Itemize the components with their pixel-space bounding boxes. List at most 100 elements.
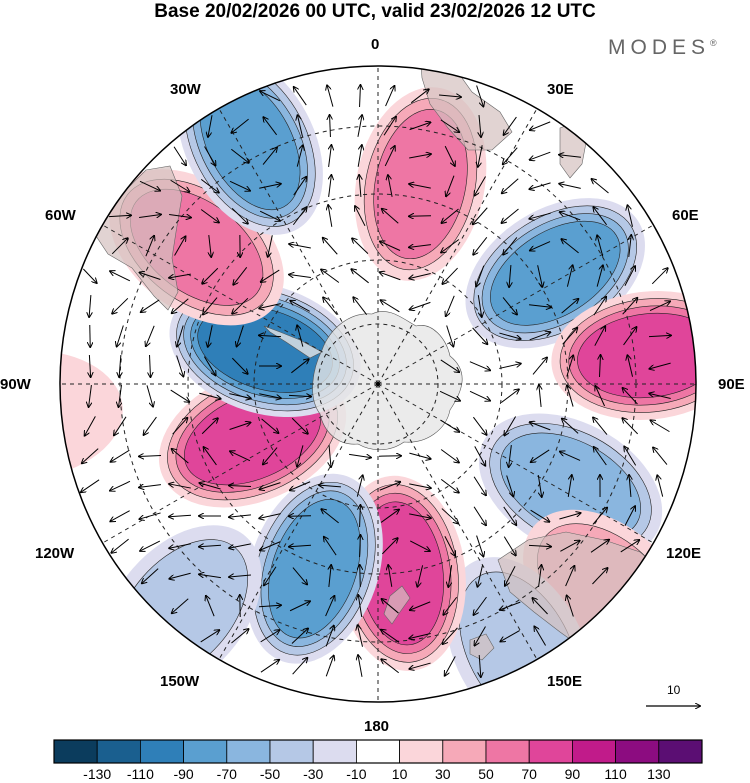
wind-arrow xyxy=(446,175,455,197)
wind-arrow xyxy=(199,392,220,399)
meridian-line xyxy=(377,108,538,385)
wind-arrow xyxy=(82,448,99,464)
wind-arrow xyxy=(385,86,395,107)
colorbar-swatch xyxy=(399,739,444,764)
wind-arrow xyxy=(259,210,280,221)
colorbar-swatch xyxy=(485,739,530,764)
wind-arrow xyxy=(199,574,221,579)
wind-arrow xyxy=(474,176,486,195)
wind-arrow xyxy=(114,416,127,435)
wind-arrow xyxy=(593,417,608,435)
wind-arrow xyxy=(448,565,453,587)
colorbar-swatch xyxy=(226,739,271,764)
wind-arrow xyxy=(140,273,161,280)
colorbar-tick-label: -130 xyxy=(83,766,112,782)
wind-arrow xyxy=(203,297,218,315)
wind-arrow xyxy=(353,297,368,316)
wind-arrow xyxy=(529,305,551,308)
wind-arrow xyxy=(358,595,363,617)
wind-arrow xyxy=(539,565,542,587)
wind-arrow xyxy=(624,447,637,466)
wind-arrow xyxy=(592,568,607,585)
meridian-line xyxy=(377,383,654,544)
colorbar-tick-label: -70 xyxy=(216,766,237,782)
meridian-line xyxy=(218,108,379,385)
wind-arrow xyxy=(260,91,281,102)
wind-arrow xyxy=(229,393,250,399)
wind-arrow xyxy=(355,206,366,227)
wind-arrow xyxy=(597,235,604,257)
wind-arrow xyxy=(289,601,310,612)
wind-arrow xyxy=(382,599,399,614)
wind-arrow xyxy=(291,628,308,644)
wind-arrow xyxy=(323,238,338,255)
wind-arrow xyxy=(506,475,514,497)
wind-arrow xyxy=(358,655,363,677)
label-lon-60e: 60E xyxy=(672,207,699,224)
wind-arrow xyxy=(623,327,637,346)
wind-arrow xyxy=(441,508,458,524)
wind-arrow xyxy=(200,178,219,192)
wind-arrow xyxy=(119,354,121,377)
wind-arrow xyxy=(560,212,581,221)
wind-arrow xyxy=(233,266,248,284)
colorbar-swatch xyxy=(572,739,617,764)
wind-arrow xyxy=(263,447,278,465)
wind-arrow xyxy=(111,538,129,553)
wind-arrow xyxy=(139,456,162,457)
wind-arrow xyxy=(474,596,487,615)
modes-logo: MODES® xyxy=(608,36,717,60)
meridian-line xyxy=(218,383,379,660)
wind-arrow xyxy=(442,267,458,284)
wind-arrow xyxy=(297,445,304,466)
anomaly-contour xyxy=(268,499,361,639)
wind-arrow xyxy=(657,475,664,497)
colorbar-tick-label: -90 xyxy=(173,766,194,782)
wind-arrow xyxy=(561,239,579,254)
wind-arrow xyxy=(112,297,129,313)
wind-arrow xyxy=(144,416,157,435)
wind-arrow xyxy=(500,601,521,610)
wind-arrow xyxy=(530,121,551,130)
wind-arrow xyxy=(288,395,311,396)
wind-arrow xyxy=(231,118,249,133)
wind-arrow xyxy=(176,355,184,377)
wind-arrow xyxy=(177,325,184,346)
wind-arrow xyxy=(358,625,363,647)
wind-arrow xyxy=(594,447,607,466)
wind-arrow xyxy=(200,630,220,643)
south-america-land xyxy=(91,165,183,311)
wind-arrow xyxy=(231,629,248,644)
wind-arrow xyxy=(600,355,601,378)
wind-arrow xyxy=(81,479,100,492)
wind-arrow xyxy=(260,482,281,490)
wind-arrow xyxy=(259,513,281,519)
wind-arrow xyxy=(289,275,311,278)
wind-arrow xyxy=(472,327,488,344)
wind-arrow xyxy=(473,506,486,526)
wind-arrow xyxy=(297,115,303,137)
wind-arrow xyxy=(140,540,161,551)
label-lon-120e: 120E xyxy=(666,545,702,562)
wind-arrow xyxy=(381,630,400,643)
wind-arrow xyxy=(169,543,191,548)
wind-arrow xyxy=(473,416,486,435)
wind-arrow xyxy=(473,237,488,254)
wind-arrow xyxy=(172,598,189,614)
wind-arrow xyxy=(264,566,277,585)
wind-arrow xyxy=(651,268,667,285)
colorbar-tick-label: 30 xyxy=(435,766,451,782)
wind-arrow xyxy=(146,385,153,406)
wind-arrow xyxy=(530,151,551,160)
wind-arrow xyxy=(381,659,399,674)
wind-arrow xyxy=(410,89,428,104)
wind-arrow xyxy=(321,269,340,283)
wind-arrow xyxy=(290,481,311,491)
colorbar-swatch xyxy=(96,739,141,764)
wind-arrow xyxy=(530,509,550,522)
label-lon-150w: 150W xyxy=(160,673,200,690)
wind-arrow xyxy=(590,540,609,553)
wind-arrow xyxy=(232,297,249,313)
antarctica-land xyxy=(312,311,463,451)
label-lon-0: 0 xyxy=(371,36,380,53)
